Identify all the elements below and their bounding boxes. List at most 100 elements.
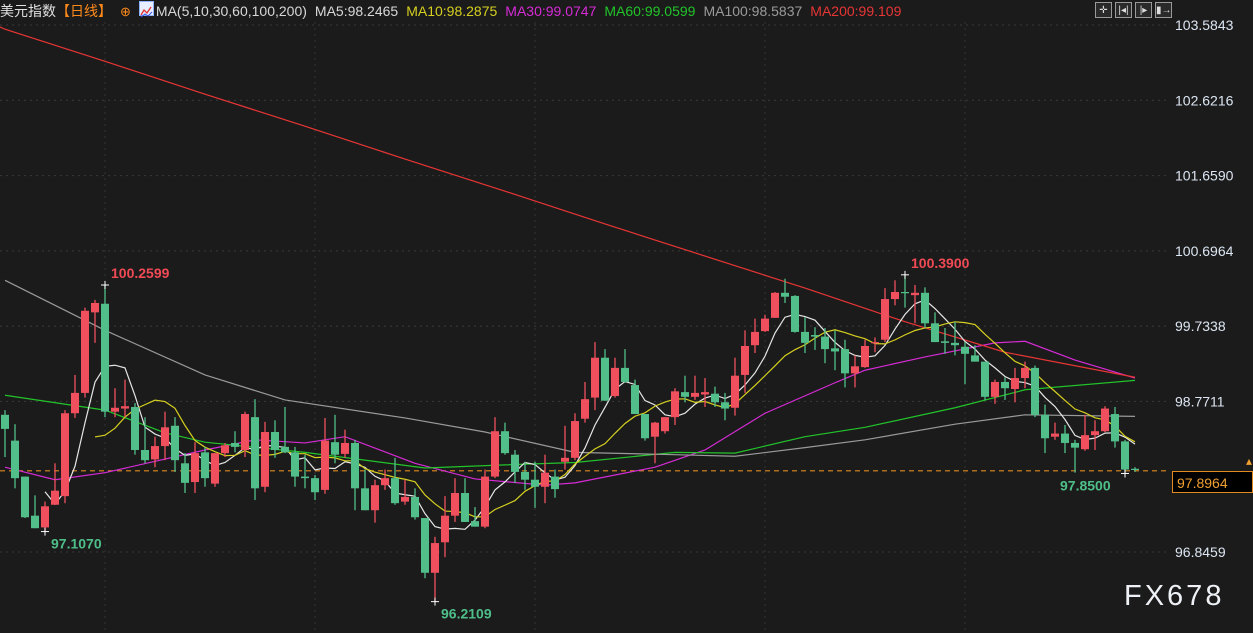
candle-up	[741, 345, 749, 375]
candle-up	[1021, 367, 1029, 379]
candle-down	[361, 488, 369, 511]
candle-up	[881, 299, 889, 340]
candle-up	[81, 310, 89, 393]
candle-up	[1081, 435, 1089, 450]
candle-up	[431, 543, 439, 573]
candle-down	[931, 323, 939, 343]
candle-down	[1111, 414, 1119, 442]
candle-down	[201, 452, 209, 479]
ma5-line	[44, 299, 1136, 530]
candles	[1, 274, 1139, 602]
candle-up	[261, 432, 269, 487]
candle-down	[21, 476, 29, 518]
candle-down	[11, 440, 19, 479]
crosshair-icon[interactable]: ✛	[1095, 2, 1112, 18]
ma-params[interactable]: MA(5,10,30,60,100,200)	[155, 3, 307, 19]
candle-up	[241, 414, 249, 450]
candle-down	[641, 414, 649, 439]
candle-up	[381, 478, 389, 486]
play-forward-icon[interactable]: |▸	[1135, 2, 1152, 18]
candle-down	[901, 292, 909, 294]
candle-up	[111, 407, 119, 412]
candle-down	[301, 476, 309, 479]
toolbar: ✛ |◂| |▸ ▮→	[1095, 2, 1172, 18]
candle-down	[921, 292, 929, 324]
candle-up	[871, 342, 879, 344]
candle-down	[711, 393, 719, 403]
candle-down	[811, 335, 819, 337]
candle-up	[691, 392, 699, 397]
ma-value-label: MA100:98.5837	[703, 3, 803, 19]
candle-down	[171, 425, 179, 461]
candle-up	[71, 392, 79, 414]
candle-down	[31, 515, 39, 529]
candle-up	[571, 421, 579, 458]
period-selector[interactable]: 【日线】	[56, 3, 112, 19]
candle-up	[991, 381, 999, 397]
candle-down	[551, 476, 559, 490]
zoom-range-icon[interactable]: |◂|	[1115, 2, 1132, 18]
candle-down	[601, 357, 609, 401]
candle-up	[891, 292, 899, 300]
candle-down	[1041, 414, 1049, 439]
candle-down	[521, 471, 529, 480]
exit-icon[interactable]: ▮→	[1155, 2, 1172, 18]
candle-up	[751, 331, 759, 346]
candle-down	[391, 478, 399, 504]
candle-up	[441, 515, 449, 543]
candle-up	[731, 375, 739, 408]
candle-down	[1131, 468, 1139, 470]
candle-down	[721, 402, 729, 409]
candle-down	[281, 446, 289, 453]
candle-down	[1031, 367, 1039, 415]
moving-average-lines	[0, 26, 1136, 530]
candle-down	[411, 496, 419, 518]
y-tick-label: 101.6590	[1175, 168, 1234, 184]
candle-down	[1061, 433, 1069, 443]
candle-down	[131, 406, 139, 450]
candle-up	[1101, 408, 1109, 432]
ma-values: MA5:98.2465 MA10:98.2875 MA30:99.0747 MA60:…	[315, 3, 909, 19]
candle-up	[451, 493, 459, 516]
candle-up	[151, 446, 159, 460]
ma-value-label: MA200:99.109	[810, 3, 902, 19]
price-axis[interactable]: 103.5843 102.6216 101.6590 100.6964 99.7338 9…	[1175, 17, 1252, 560]
candle-down	[101, 303, 109, 412]
candle-up	[41, 506, 49, 528]
candle-down	[1121, 441, 1129, 470]
candle-down	[231, 442, 239, 447]
candle-up	[851, 366, 859, 374]
candle-up	[121, 406, 129, 409]
candle-up	[481, 476, 489, 527]
line-chart-icon[interactable]	[138, 1, 154, 18]
last-price-marker-icon	[1246, 458, 1252, 465]
candle-down	[841, 349, 849, 374]
candle-up	[761, 318, 769, 332]
candle-down	[351, 442, 359, 489]
candle-down	[271, 432, 279, 450]
candle-down	[181, 463, 189, 483]
candle-down	[141, 449, 149, 461]
candle-up	[211, 453, 219, 484]
ma100-line	[4, 279, 1136, 457]
instrument-title: 美元指数	[0, 3, 56, 19]
candle-up	[651, 422, 659, 437]
candle-down	[681, 392, 689, 397]
low-price-label: 97.1070	[51, 536, 102, 552]
candle-up	[61, 413, 69, 497]
candle-up	[771, 292, 779, 318]
candle-down	[981, 361, 989, 397]
candle-down	[971, 355, 979, 362]
candle-down	[831, 348, 839, 352]
candle-down	[951, 342, 959, 346]
candle-up	[591, 357, 599, 398]
circle-plus-icon[interactable]: ⊕	[120, 4, 131, 19]
candle-down	[471, 521, 479, 527]
candle-up	[861, 345, 869, 368]
candle-down	[791, 295, 799, 332]
y-tick-label: 100.6964	[1175, 243, 1234, 259]
watermark-logo: FX678	[1124, 580, 1225, 612]
candle-up	[561, 457, 569, 462]
candle-down	[421, 518, 429, 573]
